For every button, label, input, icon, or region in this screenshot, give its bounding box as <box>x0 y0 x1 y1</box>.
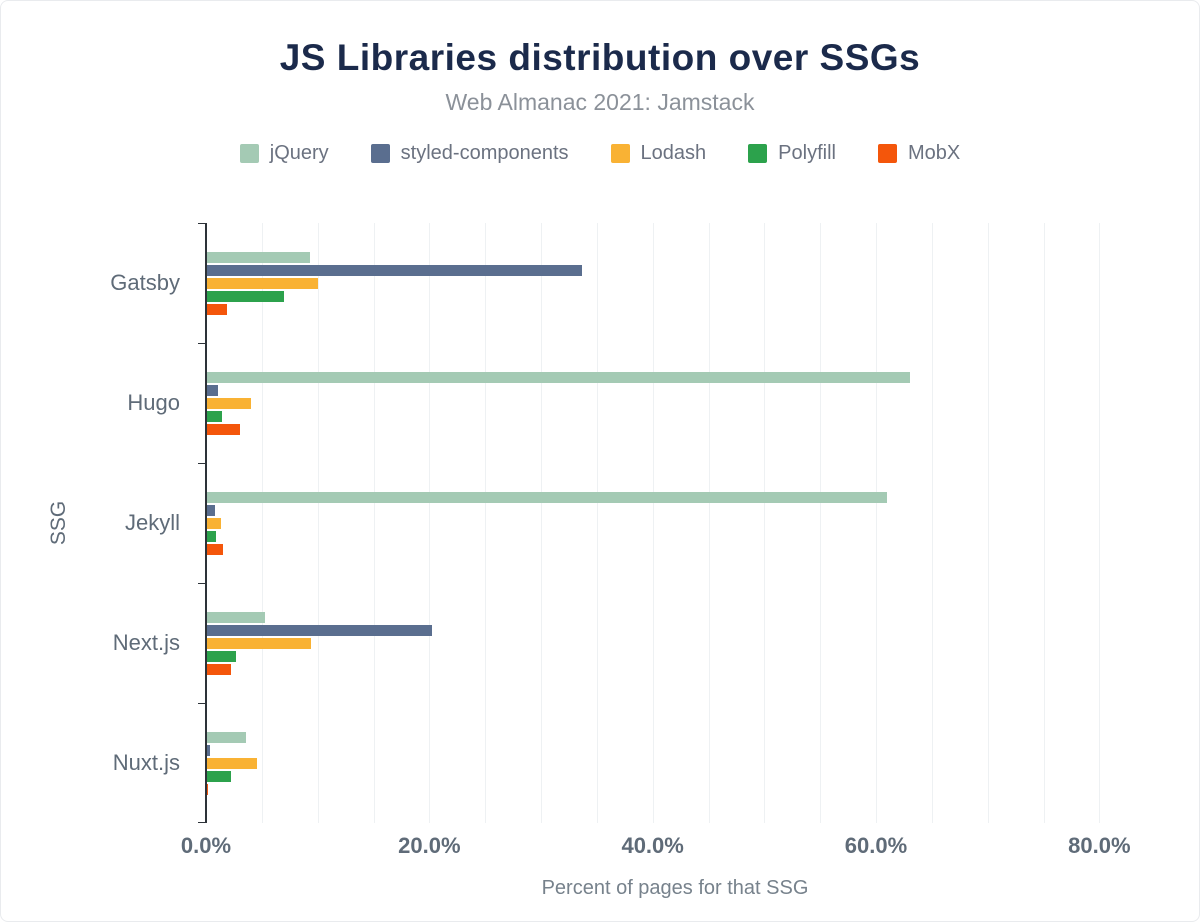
bar-gatsby-lodash[interactable] <box>206 277 318 289</box>
legend-item-polyfill: Polyfill <box>748 142 836 165</box>
legend-item-jquery: jQuery <box>239 142 329 165</box>
x-tick-80-0: 80.0% <box>1068 833 1131 858</box>
gridline-75 <box>1043 223 1045 823</box>
bar-nuxt-js-jquery[interactable] <box>206 731 247 743</box>
legend-label-polyfill: Polyfill <box>778 142 836 164</box>
y-axis-tick-4 <box>198 703 206 704</box>
y-axis-tick-3 <box>198 583 206 584</box>
x-tick-20-0: 20.0% <box>398 833 461 858</box>
y-category-hugo: Hugo <box>127 390 180 415</box>
bar-next-js-mobx[interactable] <box>206 663 231 675</box>
x-axis-ticks: 0.0% 20.0% 40.0% 60.0% 80.0% <box>181 833 1144 863</box>
y-category-nuxt-js: Nuxt.js <box>112 750 180 775</box>
y-category-gatsby: Gatsby <box>110 270 180 295</box>
bar-hugo-styled-components[interactable] <box>206 384 219 396</box>
y-axis-tick-1 <box>198 343 206 344</box>
legend-item-styled-components: styled-components <box>370 142 569 165</box>
bar-group-hugo <box>206 343 1144 463</box>
gridline-45 <box>708 223 710 823</box>
legend-item-mobx: MobX <box>877 142 961 165</box>
bar-nuxt-js-polyfill[interactable] <box>206 770 231 782</box>
bar-gatsby-styled-components[interactable] <box>206 264 583 276</box>
bar-hugo-jquery[interactable] <box>206 371 910 383</box>
gridline-50 <box>764 223 766 823</box>
bar-group-jekyll <box>206 463 1144 583</box>
gridline-60 <box>876 223 877 823</box>
chart-header: JS Libraries distribution over SSGs Web … <box>1 1 1199 165</box>
bar-nuxt-js-styled-components[interactable] <box>206 744 211 756</box>
chart-title: JS Libraries distribution over SSGs <box>279 37 921 78</box>
gridline-30 <box>541 223 542 823</box>
legend-swatch-lodash <box>610 144 630 163</box>
legend: jQuery styled-components Lodash Polyfill Mob… <box>1 142 1199 165</box>
legend-swatch-polyfill <box>748 144 768 163</box>
gridline-35 <box>596 223 598 823</box>
gridline-80 <box>1099 223 1101 823</box>
bar-hugo-polyfill[interactable] <box>206 410 222 422</box>
legend-item-lodash: Lodash <box>610 142 707 165</box>
gridline-65 <box>931 223 933 823</box>
bar-next-js-jquery[interactable] <box>206 611 266 623</box>
legend-label-lodash: Lodash <box>640 142 707 164</box>
y-axis-tick-2 <box>198 463 206 464</box>
gridline-55 <box>820 223 822 823</box>
gridline-5 <box>261 223 263 823</box>
x-tick-40-0: 40.0% <box>621 833 684 858</box>
bar-next-js-styled-components[interactable] <box>206 624 432 636</box>
bar-group-gatsby <box>206 223 1144 343</box>
x-tick-60-0: 60.0% <box>844 833 908 858</box>
bar-next-js-lodash[interactable] <box>206 637 311 649</box>
legend-swatch-jquery <box>239 144 259 163</box>
chart-subtitle: Web Almanac 2021: Jamstack <box>445 89 755 115</box>
gridline-20 <box>429 223 431 823</box>
bar-gatsby-mobx[interactable] <box>206 303 228 315</box>
legend-label-styled-components: styled-components <box>400 142 569 164</box>
bar-hugo-mobx[interactable] <box>206 423 240 435</box>
y-axis-line <box>205 223 207 823</box>
plot-area <box>198 223 1144 823</box>
bar-group-nuxt-js <box>206 703 1144 823</box>
y-category-labels: Gatsby Hugo Jekyll Next.js Nuxt.js <box>1 223 193 823</box>
bar-nuxt-js-mobx[interactable] <box>206 783 209 795</box>
bar-jekyll-jquery[interactable] <box>206 491 888 503</box>
bar-jekyll-styled-components[interactable] <box>206 504 215 516</box>
gridline-40 <box>652 223 654 823</box>
legend-swatch-mobx <box>877 144 897 163</box>
bar-jekyll-lodash[interactable] <box>206 517 221 529</box>
bar-jekyll-mobx[interactable] <box>206 543 223 555</box>
bar-hugo-lodash[interactable] <box>206 397 251 409</box>
gridline-10 <box>317 223 319 823</box>
bar-group-next-js <box>206 583 1144 703</box>
y-category-jekyll: Jekyll <box>124 510 180 535</box>
gridline-15 <box>373 223 375 823</box>
y-axis-tick-5 <box>198 822 206 823</box>
bar-gatsby-polyfill[interactable] <box>206 290 285 302</box>
x-axis-title: Percent of pages for that SSG <box>541 877 809 899</box>
x-tick-0-0: 0.0% <box>180 833 232 858</box>
y-category-next-js: Next.js <box>112 630 180 655</box>
legend-label-jquery: jQuery <box>269 142 329 164</box>
bar-jekyll-polyfill[interactable] <box>206 530 217 542</box>
gridline-70 <box>987 223 989 823</box>
gridline-25 <box>485 223 487 823</box>
bar-nuxt-js-lodash[interactable] <box>206 757 258 769</box>
legend-label-mobx: MobX <box>907 142 961 164</box>
legend-swatch-styled-components <box>370 144 390 163</box>
bar-gatsby-jquery[interactable] <box>206 251 310 263</box>
y-axis-tick-0 <box>198 223 206 224</box>
bar-next-js-polyfill[interactable] <box>206 650 237 662</box>
